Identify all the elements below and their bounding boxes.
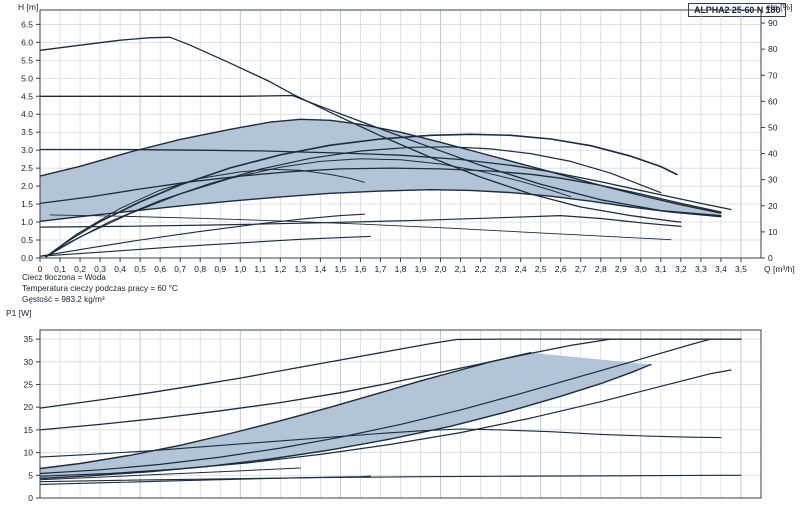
eta-axis-title: eta [%] — [766, 2, 793, 12]
q-xtick: 0,9 — [214, 264, 226, 274]
q-xtick: 0,1 — [54, 264, 66, 274]
head-ytick: 1.0 — [21, 217, 33, 227]
q-xtick: 0,2 — [74, 264, 86, 274]
head-axis-title: H [m] — [18, 2, 39, 12]
eta-ytick: 20 — [768, 201, 778, 211]
q-xtick: 0,4 — [114, 264, 126, 274]
power-axis-title: P1 [W] — [6, 308, 32, 318]
note-density: Gęstość = 983.2 kg/m³ — [22, 295, 105, 304]
head-ytick: 4.5 — [21, 91, 33, 101]
q-xtick: 1,4 — [314, 264, 326, 274]
q-xtick: 1,0 — [234, 264, 246, 274]
q-xtick: 3,5 — [735, 264, 747, 274]
q-xtick: 1,8 — [395, 264, 407, 274]
eta-ytick: 0 — [768, 253, 773, 263]
eta-ytick: 50 — [768, 122, 778, 132]
q-xtick: 0,5 — [134, 264, 146, 274]
q-xtick: 0,8 — [194, 264, 206, 274]
q-xtick: 2,3 — [495, 264, 507, 274]
head-ytick: 6.0 — [21, 37, 33, 47]
q-axis-title: Q [m³/h] — [764, 264, 795, 274]
head-ytick: 2.5 — [21, 163, 33, 173]
q-xtick: 3,4 — [715, 264, 727, 274]
head-ytick: 3.5 — [21, 127, 33, 137]
q-xtick: 1,1 — [254, 264, 266, 274]
q-xtick: 0,6 — [154, 264, 166, 274]
power-axes-layer — [36, 329, 762, 499]
power-ytick: 0 — [28, 493, 33, 503]
power-ytick: 5 — [28, 470, 33, 480]
head-ytick: 1.5 — [21, 199, 33, 209]
power-curves-layer — [39, 338, 742, 485]
power-ytick: 15 — [24, 425, 34, 435]
q-xtick: 3,2 — [675, 264, 687, 274]
power-ytick: 20 — [24, 402, 34, 412]
tick-label-layer: 0.0 0.5 1.0 1.5 2.0 2.5 3.0 3.5 4.0 4.5 5.0 5.5 6.0 6… — [21, 18, 795, 503]
eta-ytick: 80 — [768, 44, 778, 54]
note-liquid: Ciecz tłoczona = Woda — [22, 273, 106, 282]
eta-ytick: 90 — [768, 18, 778, 28]
q-xtick: 1,9 — [415, 264, 427, 274]
q-xtick: 2,0 — [435, 264, 447, 274]
eta-ytick: 30 — [768, 175, 778, 185]
head-ytick: 4.0 — [21, 109, 33, 119]
note-temperature: Temperatura cieczy podczas pracy = 60 °C — [22, 284, 178, 293]
q-xtick: 0,7 — [174, 264, 186, 274]
head-ytick: 0.0 — [21, 253, 33, 263]
eta-ytick: 40 — [768, 149, 778, 159]
q-xtick: 2,1 — [455, 264, 467, 274]
eta-ytick: 70 — [768, 70, 778, 80]
power-ytick: 35 — [24, 334, 34, 344]
q-xtick: 1,3 — [294, 264, 306, 274]
q-xtick: 2,5 — [535, 264, 547, 274]
power-ytick: 30 — [24, 357, 34, 367]
q-xtick: 0,3 — [94, 264, 106, 274]
head-ytick: 5.5 — [21, 55, 33, 65]
q-xtick: 1,6 — [355, 264, 367, 274]
q-xtick: 1,7 — [375, 264, 387, 274]
eta-ytick: 60 — [768, 96, 778, 106]
q-xtick: 3,0 — [635, 264, 647, 274]
eta-ytick: 10 — [768, 227, 778, 237]
head-ytick: 5.0 — [21, 73, 33, 83]
q-xtick: 2,7 — [575, 264, 587, 274]
head-ytick: 2.0 — [21, 181, 33, 191]
head-axes-layer — [36, 9, 765, 262]
q-xtick: 3,3 — [695, 264, 707, 274]
head-ytick: 6.5 — [21, 19, 33, 29]
q-xtick: 3,1 — [655, 264, 667, 274]
head-ytick: 0.5 — [21, 235, 33, 245]
q-xtick: 0 — [38, 264, 43, 274]
head-curves-layer — [39, 36, 732, 258]
q-xtick: 1,5 — [335, 264, 347, 274]
q-xtick: 2,9 — [615, 264, 627, 274]
head-ytick: 3.0 — [21, 145, 33, 155]
q-xtick: 2,2 — [475, 264, 487, 274]
q-xtick: 2,6 — [555, 264, 567, 274]
power-ytick: 25 — [24, 379, 34, 389]
power-band-layer — [40, 352, 651, 479]
power-ytick: 10 — [24, 448, 34, 458]
q-xtick: 2,4 — [515, 264, 527, 274]
q-xtick: 1,2 — [274, 264, 286, 274]
q-xtick: 2,8 — [595, 264, 607, 274]
